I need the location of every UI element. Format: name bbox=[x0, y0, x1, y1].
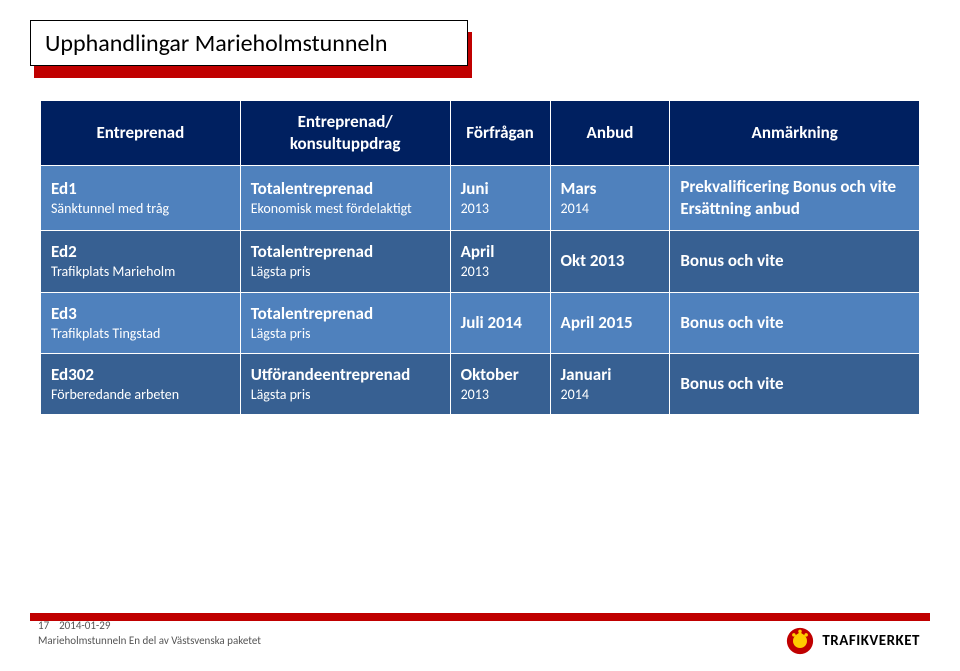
cell-sub: 2014 bbox=[561, 200, 660, 218]
cell-main: Okt 2013 bbox=[561, 250, 660, 272]
th-forfragan: Förfrågan bbox=[450, 101, 550, 166]
th-entreprenad: Entreprenad bbox=[41, 101, 241, 166]
table-row: Ed3 Trafikplats Tingstad Totalentreprena… bbox=[41, 292, 920, 353]
cell: Okt 2013 bbox=[550, 231, 670, 292]
slide: Upphandlingar Marieholmstunneln Entrepre… bbox=[0, 0, 960, 671]
cell-main: Totalentreprenad bbox=[251, 303, 440, 325]
trafikverket-logo: TRAFIKVERKET bbox=[786, 627, 920, 655]
cell: Utförandeentreprenad Lägsta pris bbox=[240, 353, 450, 414]
table-row: Ed2 Trafikplats Marieholm Totalentrepren… bbox=[41, 231, 920, 292]
cell: Bonus och vite bbox=[670, 353, 920, 414]
cell-main: Prekvalificering Bonus och vite Ersättni… bbox=[680, 176, 909, 220]
cell: April 2013 bbox=[450, 231, 550, 292]
footer-text: 17 2014-01-29 Marieholmstunneln En del a… bbox=[38, 619, 261, 649]
cell-main: Juli 2014 bbox=[461, 312, 540, 334]
cell-sub: Trafikplats Marieholm bbox=[51, 263, 230, 281]
table-row: Ed1 Sänktunnel med tråg Totalentreprenad… bbox=[41, 166, 920, 231]
cell: Ed302 Förberedande arbeten bbox=[41, 353, 241, 414]
cell-sub: Lägsta pris bbox=[251, 325, 440, 343]
cell-main: Ed1 bbox=[51, 178, 230, 200]
cell-main: Juni bbox=[461, 178, 540, 200]
th-anbud: Anbud bbox=[550, 101, 670, 166]
table-row: Ed302 Förberedande arbeten Utförandeentr… bbox=[41, 353, 920, 414]
cell: Totalentreprenad Lägsta pris bbox=[240, 231, 450, 292]
cell-main: April bbox=[461, 241, 540, 263]
cell: Mars 2014 bbox=[550, 166, 670, 231]
cell-main: Totalentreprenad bbox=[251, 178, 440, 200]
cell-main: Ed2 bbox=[51, 241, 230, 263]
cell: Totalentreprenad Ekonomisk mest fördelak… bbox=[240, 166, 450, 231]
slide-title: Upphandlingar Marieholmstunneln bbox=[30, 20, 468, 66]
cell-sub: 2014 bbox=[561, 386, 660, 404]
cell-main: Ed3 bbox=[51, 303, 230, 325]
footer-date: 2014-01-29 bbox=[59, 619, 110, 632]
th-anmarkning: Anmärkning bbox=[670, 101, 920, 166]
cell: Ed2 Trafikplats Marieholm bbox=[41, 231, 241, 292]
cell-main: April 2015 bbox=[561, 312, 660, 334]
cell-sub: Ekonomisk mest fördelaktigt bbox=[251, 200, 440, 218]
procurement-table: Entreprenad Entreprenad/ konsultuppdrag … bbox=[40, 100, 920, 415]
footer-caption: Marieholmstunneln En del av Västsvenska … bbox=[38, 634, 261, 647]
cell: Januari 2014 bbox=[550, 353, 670, 414]
cell-sub: 2013 bbox=[461, 386, 540, 404]
cell: Oktober 2013 bbox=[450, 353, 550, 414]
cell-sub: Lägsta pris bbox=[251, 386, 440, 404]
cell: Bonus och vite bbox=[670, 292, 920, 353]
cell-main: Januari bbox=[561, 364, 660, 386]
cell: Juli 2014 bbox=[450, 292, 550, 353]
cell-main: Totalentreprenad bbox=[251, 241, 440, 263]
cell-sub: 2013 bbox=[461, 200, 540, 218]
cell: Juni 2013 bbox=[450, 166, 550, 231]
cell-sub: Lägsta pris bbox=[251, 263, 440, 281]
cell-main: Ed302 bbox=[51, 364, 230, 386]
footer-page: 17 bbox=[38, 619, 49, 632]
cell-main: Oktober bbox=[461, 364, 540, 386]
cell-main: Bonus och vite bbox=[680, 312, 909, 334]
cell-main: Bonus och vite bbox=[680, 373, 909, 395]
cell-sub: Sänktunnel med tråg bbox=[51, 200, 230, 218]
table-header-row: Entreprenad Entreprenad/ konsultuppdrag … bbox=[41, 101, 920, 166]
cell: Totalentreprenad Lägsta pris bbox=[240, 292, 450, 353]
cell-main: Mars bbox=[561, 178, 660, 200]
crown-icon bbox=[786, 627, 814, 655]
cell: April 2015 bbox=[550, 292, 670, 353]
cell-main: Bonus och vite bbox=[680, 250, 909, 272]
cell: Ed1 Sänktunnel med tråg bbox=[41, 166, 241, 231]
cell: Prekvalificering Bonus och vite Ersättni… bbox=[670, 166, 920, 231]
cell-sub: Förberedande arbeten bbox=[51, 386, 230, 404]
logo-text: TRAFIKVERKET bbox=[822, 632, 920, 650]
th-uppdrag: Entreprenad/ konsultuppdrag bbox=[240, 101, 450, 166]
cell-main: Utförandeentreprenad bbox=[251, 364, 440, 386]
cell-sub: 2013 bbox=[461, 263, 540, 281]
slide-title-text: Upphandlingar Marieholmstunneln bbox=[45, 29, 388, 58]
cell-sub: Trafikplats Tingstad bbox=[51, 325, 230, 343]
cell: Ed3 Trafikplats Tingstad bbox=[41, 292, 241, 353]
cell: Bonus och vite bbox=[670, 231, 920, 292]
